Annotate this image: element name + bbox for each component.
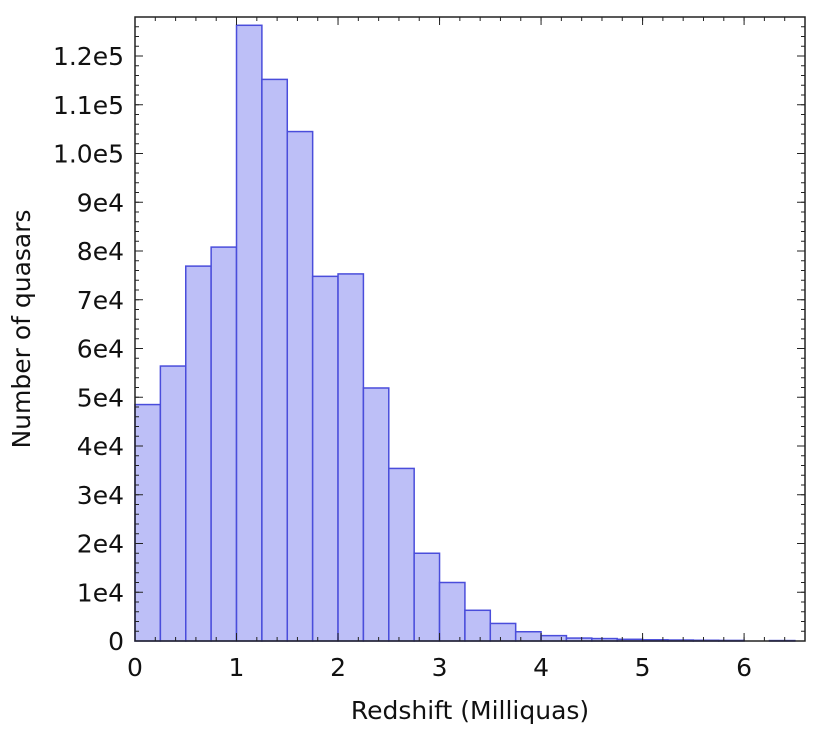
- histogram-bar: [313, 276, 338, 641]
- histogram-bar: [287, 132, 312, 641]
- x-tick-label: 6: [736, 653, 752, 682]
- histogram-bar: [186, 266, 211, 641]
- x-tick-label: 3: [432, 653, 448, 682]
- histogram-bar: [135, 405, 160, 641]
- histogram-bar: [490, 623, 515, 641]
- histogram-bar: [338, 274, 363, 641]
- y-tick-label: 0: [108, 627, 124, 656]
- y-tick-label: 9e4: [77, 188, 124, 217]
- histogram-bar: [389, 468, 414, 641]
- histogram-bar: [414, 553, 439, 641]
- x-tick-label: 0: [127, 653, 143, 682]
- y-tick-label: 1e4: [77, 578, 124, 607]
- y-axis-label: Number of quasars: [7, 209, 36, 448]
- y-tick-label: 3e4: [77, 481, 124, 510]
- histogram-bar: [541, 636, 566, 641]
- y-tick-label: 5e4: [77, 383, 124, 412]
- y-tick-label: 1.2e5: [53, 42, 124, 71]
- histogram-bar: [211, 247, 236, 641]
- y-tick-label: 1.0e5: [53, 140, 124, 169]
- y-tick-label: 2e4: [77, 530, 124, 559]
- histogram-bar: [440, 583, 465, 642]
- y-tick-label: 7e4: [77, 286, 124, 315]
- x-tick-label: 2: [330, 653, 346, 682]
- histogram-bar: [262, 79, 287, 641]
- bars-layer: [135, 25, 795, 641]
- x-tick-label: 1: [229, 653, 245, 682]
- y-tick-label: 4e4: [77, 432, 124, 461]
- histogram-bar: [516, 632, 541, 641]
- y-tick-label: 8e4: [77, 237, 124, 266]
- x-tick-label: 4: [533, 653, 549, 682]
- y-tick-label: 1.1e5: [53, 91, 124, 120]
- histogram-bar: [237, 25, 262, 641]
- y-tick-label: 6e4: [77, 335, 124, 364]
- x-tick-label: 5: [635, 653, 651, 682]
- histogram-bar: [363, 388, 388, 641]
- histogram-bar: [465, 610, 490, 641]
- histogram-bar: [160, 366, 185, 641]
- x-axis-label: Redshift (Milliquas): [351, 696, 589, 725]
